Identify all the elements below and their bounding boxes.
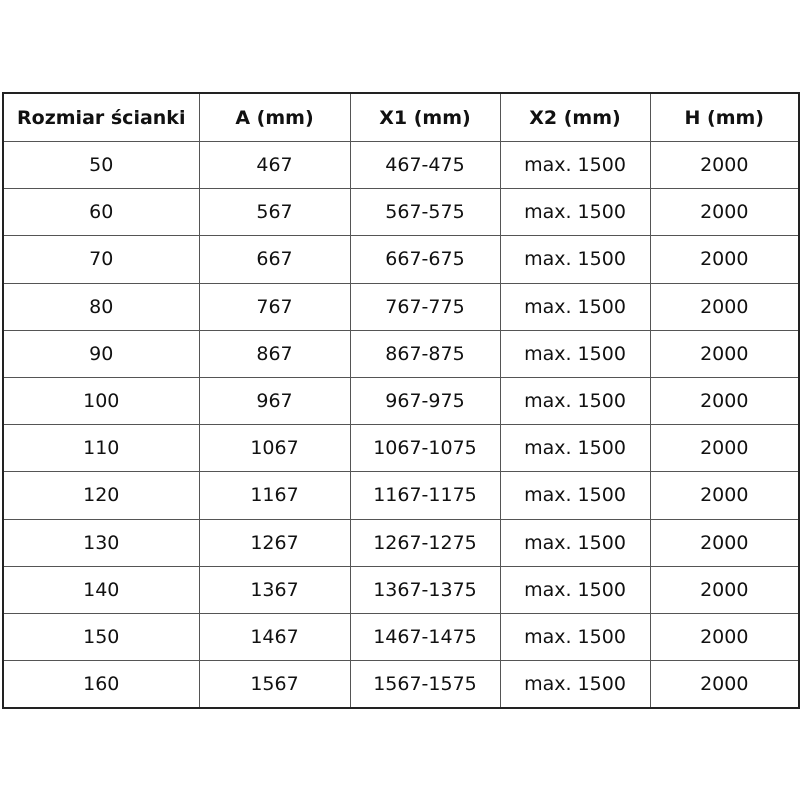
table-cell: max. 1500 — [499, 471, 651, 520]
table-cell: 2000 — [649, 140, 800, 190]
table-cell: 567 — [198, 188, 351, 237]
table-cell: max. 1500 — [499, 235, 651, 284]
table-cell: 2000 — [649, 471, 800, 520]
table-cell: max. 1500 — [499, 660, 651, 709]
table-cell: 767 — [198, 282, 351, 331]
table-cell: max. 1500 — [499, 424, 651, 473]
table-cell: 867 — [198, 329, 351, 378]
column-header: H (mm) — [649, 92, 800, 142]
table-cell: 2000 — [649, 188, 800, 237]
table-cell: 467 — [198, 140, 351, 190]
table-cell: 2000 — [649, 518, 800, 567]
table-cell: max. 1500 — [499, 376, 651, 426]
table-cell: 2000 — [649, 235, 800, 284]
table-cell: 120 — [2, 471, 200, 520]
table-cell: 1467-1475 — [349, 612, 501, 662]
table-cell: 140 — [2, 565, 200, 614]
table-cell: 2000 — [649, 329, 800, 378]
table-cell: max. 1500 — [499, 518, 651, 567]
table-cell: 567-575 — [349, 188, 501, 237]
table-cell: 1267-1275 — [349, 518, 501, 567]
table-cell: 867-875 — [349, 329, 501, 378]
table-cell: 60 — [2, 188, 200, 237]
table-cell: 130 — [2, 518, 200, 567]
table-cell: 1567 — [198, 660, 351, 709]
table-cell: max. 1500 — [499, 188, 651, 237]
table-row: 90 867 867-875 max. 1500 2000 — [2, 329, 800, 378]
column-header: A (mm) — [198, 92, 351, 142]
table-cell: 1067-1075 — [349, 424, 501, 473]
table-cell: 2000 — [649, 376, 800, 426]
table-cell: 967-975 — [349, 376, 501, 426]
table-cell: 1367 — [198, 565, 351, 614]
table-cell: 1167 — [198, 471, 351, 520]
table-cell: 110 — [2, 424, 200, 473]
table-cell: max. 1500 — [499, 282, 651, 331]
table-row: 120 1167 1167-1175 max. 1500 2000 — [2, 471, 800, 520]
table-cell: max. 1500 — [499, 612, 651, 662]
table-row: 130 1267 1267-1275 max. 1500 2000 — [2, 518, 800, 567]
column-header: X2 (mm) — [499, 92, 651, 142]
table-cell: 1467 — [198, 612, 351, 662]
table-cell: 80 — [2, 282, 200, 331]
header-row: Rozmiar ścianki A (mm) X1 (mm) X2 (mm) H (mm… — [2, 92, 800, 142]
table-cell: 50 — [2, 140, 200, 190]
table-cell: max. 1500 — [499, 329, 651, 378]
table-cell: 467-475 — [349, 140, 501, 190]
table-row: 150 1467 1467-1475 max. 1500 2000 — [2, 612, 800, 662]
table-row: 60 567 567-575 max. 1500 2000 — [2, 188, 800, 237]
table-row: 70 667 667-675 max. 1500 2000 — [2, 235, 800, 284]
table-cell: 100 — [2, 376, 200, 426]
table-cell: 70 — [2, 235, 200, 284]
table-cell: 1267 — [198, 518, 351, 567]
table-cell: 2000 — [649, 424, 800, 473]
table-cell: max. 1500 — [499, 565, 651, 614]
table-row: 50 467 467-475 max. 1500 2000 — [2, 140, 800, 190]
table-row: 80 767 767-775 max. 1500 2000 — [2, 282, 800, 331]
table-cell: 2000 — [649, 660, 800, 709]
table-cell: 2000 — [649, 565, 800, 614]
column-header: X1 (mm) — [349, 92, 501, 142]
table-cell: 767-775 — [349, 282, 501, 331]
table-cell: 160 — [2, 660, 200, 709]
dimensions-table: Rozmiar ścianki A (mm) X1 (mm) X2 (mm) H (mm… — [2, 92, 800, 710]
column-header: Rozmiar ścianki — [2, 92, 200, 142]
table-cell: 1567-1575 — [349, 660, 501, 709]
table-cell: 2000 — [649, 612, 800, 662]
table-cell: max. 1500 — [499, 140, 651, 190]
table-row: 110 1067 1067-1075 max. 1500 2000 — [2, 424, 800, 473]
table-cell: 1367-1375 — [349, 565, 501, 614]
table-row: 160 1567 1567-1575 max. 1500 2000 — [2, 660, 800, 709]
table-cell: 90 — [2, 329, 200, 378]
table-cell: 967 — [198, 376, 351, 426]
table-cell: 150 — [2, 612, 200, 662]
table-cell: 2000 — [649, 282, 800, 331]
table-row: 100 967 967-975 max. 1500 2000 — [2, 376, 800, 426]
table-row: 140 1367 1367-1375 max. 1500 2000 — [2, 565, 800, 614]
table-cell: 1067 — [198, 424, 351, 473]
table-cell: 667 — [198, 235, 351, 284]
table-cell: 667-675 — [349, 235, 501, 284]
table-cell: 1167-1175 — [349, 471, 501, 520]
